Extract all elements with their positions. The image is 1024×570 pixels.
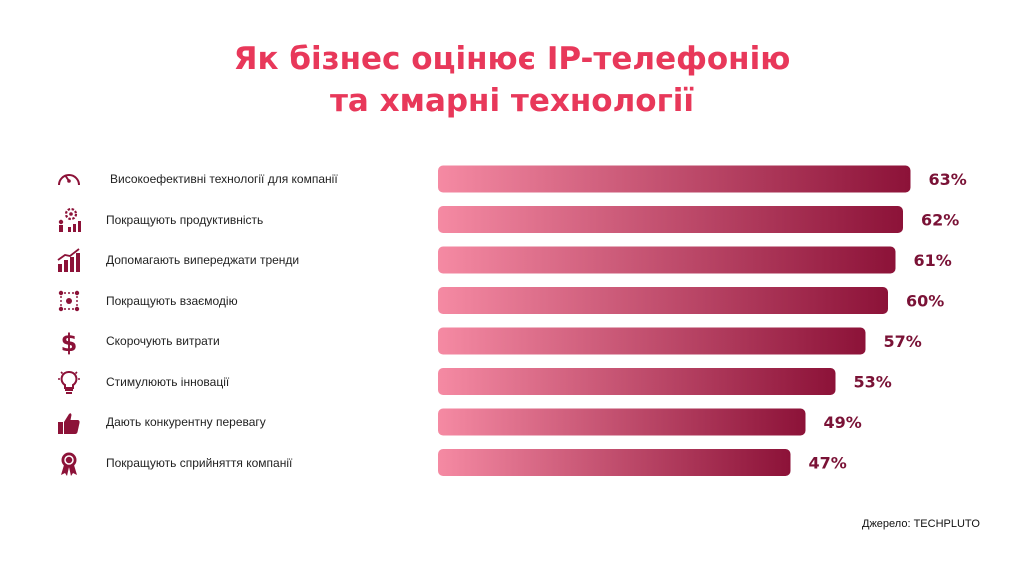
value-label: 63% xyxy=(929,170,967,189)
team-interaction-icon xyxy=(55,287,83,315)
source-note: Джерело: TECHPLUTO xyxy=(862,518,980,530)
bar xyxy=(438,206,903,233)
value-label: 57% xyxy=(884,332,922,351)
growth-chart-icon xyxy=(55,246,83,274)
chart-title: Як бізнес оцінює IP-телефонію та хмарні … xyxy=(0,38,1024,122)
chart-title-line-2: та хмарні технології xyxy=(329,83,695,119)
award-badge-icon xyxy=(55,449,83,477)
category-label: Високоефективні технології для компанії xyxy=(110,172,338,186)
bar xyxy=(438,165,911,193)
dollar-icon: $ xyxy=(55,327,83,355)
category-label: Покращують продуктивність xyxy=(106,212,264,227)
category-label: Дають конкурентну перевагу xyxy=(106,415,266,429)
bar xyxy=(438,327,866,355)
value-label: 60% xyxy=(906,292,944,311)
category-label: Скорочують витрати xyxy=(106,334,220,348)
chart-title-line-1: Як бізнес оцінює IP-телефонію xyxy=(233,41,791,77)
bar xyxy=(438,287,888,314)
value-label: 62% xyxy=(921,211,959,230)
lightbulb-icon xyxy=(55,368,83,396)
category-label: Покращують взаємодію xyxy=(106,293,238,308)
productivity-gear-icon xyxy=(55,206,83,234)
category-label: Допомагають випереджати тренди xyxy=(106,253,300,267)
bar xyxy=(438,408,806,436)
value-label: 61% xyxy=(914,251,952,270)
bar xyxy=(438,449,791,476)
value-label: 53% xyxy=(854,373,892,392)
bar xyxy=(438,246,896,274)
category-label: Стимулюють інновації xyxy=(106,374,230,389)
speedometer-icon xyxy=(55,165,83,193)
thumbs-up-icon xyxy=(55,408,83,436)
bar xyxy=(438,368,836,395)
category-label: Покращують сприйняття компанії xyxy=(106,455,293,470)
bars-layer: 63% 62% 61% 60% 57% 53% 49% 47% xyxy=(438,165,967,476)
svg-text:$: $ xyxy=(61,329,78,355)
value-label: 49% xyxy=(824,413,862,432)
value-label: 47% xyxy=(809,454,847,473)
